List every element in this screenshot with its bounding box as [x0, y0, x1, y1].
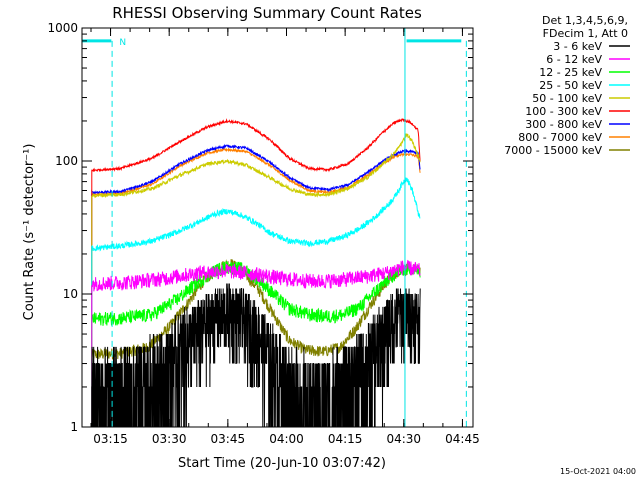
- series-line-7: [91, 143, 421, 427]
- y-tick-label: 10: [63, 287, 78, 301]
- legend-entry-label: 6 - 12 keV: [546, 53, 602, 66]
- legend-entry-label: 50 - 100 keV: [532, 92, 602, 105]
- legend-entry-label: 300 - 800 keV: [525, 118, 602, 131]
- y-axis-label: Count Rate (s⁻¹ detector⁻¹): [22, 144, 37, 321]
- legend-entry-label: 800 - 7000 keV: [518, 131, 602, 144]
- legend-header-line: Det 1,3,4,5,6,9,: [542, 14, 628, 27]
- x-tick-label: 03:15: [93, 432, 128, 446]
- legend-header-line: FDecim 1, Att 0: [543, 27, 628, 40]
- axis-layer: 03:15 03:30 03:45 04:00 04:15 04:30 04:45 1 10 10…: [47, 21, 479, 446]
- x-tick-label: 04:45: [445, 432, 480, 446]
- x-tick-label: 04:00: [269, 432, 304, 446]
- legend: Det 1,3,4,5,6,9,FDecim 1, Att 03 - 6 keV…: [504, 14, 630, 157]
- y-tick-label: 1000: [47, 21, 78, 35]
- series-line-6: [91, 118, 421, 427]
- night-bar-label: N: [119, 38, 126, 48]
- y-tick-label: 100: [55, 154, 78, 168]
- x-tick-label: 03:45: [211, 432, 246, 446]
- series-line-4: [91, 177, 421, 427]
- annotation-layer: N: [82, 28, 467, 427]
- timestamp: 15-Oct-2021 04:00: [560, 467, 636, 476]
- legend-entry-label: 25 - 50 keV: [539, 79, 602, 92]
- legend-entry-label: 100 - 300 keV: [525, 105, 602, 118]
- plot-frame: [81, 27, 474, 428]
- x-tick-label: 04:30: [386, 432, 421, 446]
- series-line-1: [91, 283, 421, 428]
- x-axis-label: Start Time (20-Jun-10 03:07:42): [178, 456, 386, 471]
- series-line-3: [91, 260, 421, 427]
- series-line-2: [91, 259, 421, 427]
- x-tick-label: 03:30: [152, 432, 187, 446]
- legend-entry-label: 7000 - 15000 keV: [504, 144, 602, 157]
- y-tick-label: 1: [70, 420, 78, 434]
- x-tick-label: 04:15: [328, 432, 363, 446]
- legend-entry-label: 12 - 25 keV: [539, 66, 602, 79]
- series-line-5: [91, 133, 421, 427]
- chart-title: RHESSI Observing Summary Count Rates: [112, 4, 422, 22]
- series-layer: [91, 118, 421, 428]
- legend-entry-label: 3 - 6 keV: [553, 40, 602, 53]
